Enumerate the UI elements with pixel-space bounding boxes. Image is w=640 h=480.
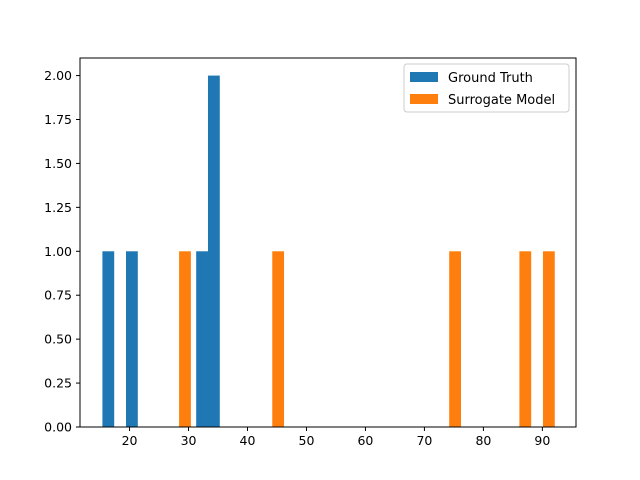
- y-tick-label: 0.75: [44, 288, 72, 303]
- legend-label: Surrogate Model: [448, 93, 555, 108]
- y-tick-label: 1.75: [44, 112, 72, 127]
- legend-label: Ground Truth: [448, 71, 533, 86]
- x-tick-label: 20: [122, 433, 138, 448]
- x-tick-label: 80: [475, 433, 491, 448]
- y-tick-label: 1.50: [44, 156, 72, 171]
- y-tick-label: 0.00: [44, 420, 72, 435]
- legend-swatch: [410, 72, 438, 82]
- bar-surrogate-model-4: [542, 251, 555, 427]
- bar-ground-truth-3: [207, 75, 220, 427]
- plot-frame: [79, 57, 577, 428]
- bar-surrogate-model-2: [449, 251, 461, 427]
- x-tick-label: 70: [416, 433, 432, 448]
- axes-layer: 20 30 40 50 60 70 80 90 0.00 0.25 0.50 0.75 1.00 1.25…: [44, 57, 577, 448]
- y-tick-label: 0.25: [44, 376, 72, 391]
- y-tick-label: 1.25: [44, 200, 72, 215]
- x-tick-label: 90: [534, 433, 550, 448]
- legend: Ground Truth Surrogate Model: [403, 63, 570, 113]
- legend-swatch: [410, 94, 438, 104]
- bar-ground-truth-0: [102, 251, 115, 427]
- legend-box: [403, 63, 570, 113]
- x-tick-label: 50: [299, 433, 315, 448]
- x-tick-label: 60: [357, 433, 373, 448]
- bar-ground-truth-2: [196, 251, 208, 427]
- y-tick-label: 0.50: [44, 332, 72, 347]
- y-tick-label: 1.00: [44, 244, 72, 259]
- y-tick-label: 2.00: [44, 68, 72, 83]
- x-tick-label: 40: [240, 433, 256, 448]
- x-tick-label: 30: [181, 433, 197, 448]
- bar-surrogate-model-1: [272, 251, 285, 427]
- bar-surrogate-model-0: [179, 251, 191, 427]
- bars-layer: [102, 75, 555, 427]
- bar-surrogate-model-3: [519, 251, 532, 427]
- bar-ground-truth-1: [126, 251, 138, 427]
